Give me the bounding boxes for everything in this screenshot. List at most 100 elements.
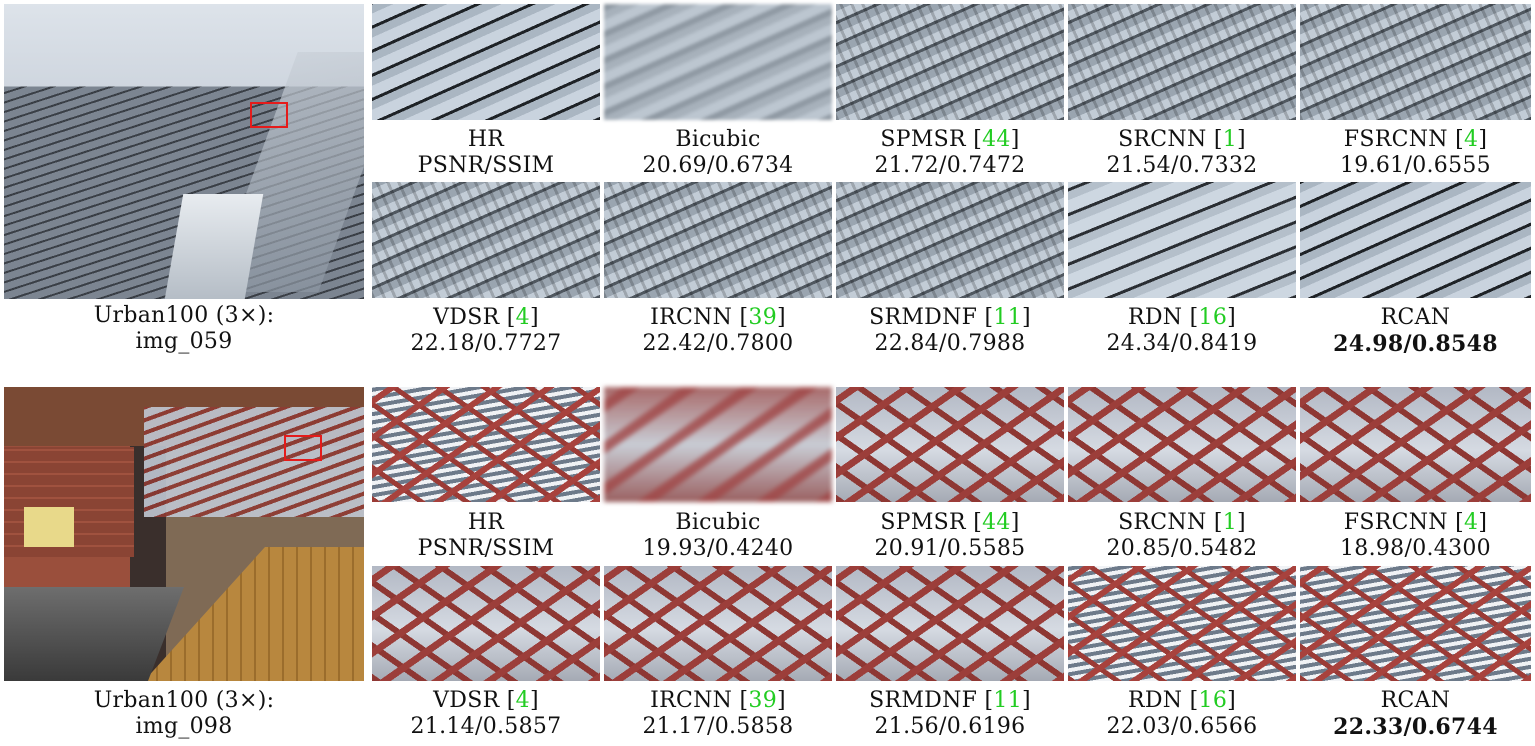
metric-value: PSNR/SSIM: [417, 536, 555, 561]
metric-value: 22.84/0.7988: [874, 331, 1026, 356]
caption-srcnn: SRCNN [1] 21.54/0.7332: [1068, 127, 1296, 179]
overview-caption-line2: img_059: [135, 329, 233, 354]
metric-value-best: 22.33/0.6744: [1333, 714, 1498, 740]
patch-rcan: [1300, 566, 1531, 681]
metric-value: 22.42/0.7800: [642, 331, 794, 356]
citation-link[interactable]: 39: [748, 688, 777, 713]
overview-caption: Urban100 (3×): img_098: [4, 688, 364, 740]
caption-vdsr: VDSR [4] 21.14/0.5857: [372, 688, 600, 740]
patch-hr: [372, 4, 600, 120]
caption-srmdnf: SRMDNF [11] 22.84/0.7988: [836, 305, 1064, 357]
metric-value: 21.17/0.5858: [642, 714, 794, 739]
method-name: Bicubic: [675, 510, 761, 535]
patch-vdsr: [372, 566, 600, 681]
metric-value: 22.03/0.6566: [1106, 714, 1258, 739]
method-name: IRCNN: [650, 305, 733, 330]
patch-rcan: [1300, 182, 1531, 298]
method-name: RCAN: [1380, 305, 1451, 330]
method-name: SPMSR: [880, 510, 966, 535]
patch-vdsr: [372, 182, 600, 298]
method-name: HR: [467, 127, 505, 152]
method-name: VDSR: [433, 305, 500, 330]
metric-value: 24.34/0.8419: [1106, 331, 1258, 356]
citation-link[interactable]: 16: [1198, 688, 1228, 713]
crop-region-marker: [284, 435, 322, 461]
metric-value: PSNR/SSIM: [417, 153, 555, 178]
method-name: SRMDNF: [869, 688, 978, 713]
citation-link[interactable]: 11: [993, 688, 1023, 713]
caption-rcan: RCAN 24.98/0.8548: [1300, 305, 1531, 357]
patch-fsrcnn: [1300, 387, 1531, 502]
citation-link[interactable]: 4: [1464, 510, 1479, 535]
method-name: IRCNN: [650, 688, 733, 713]
patch-ircnn: [604, 566, 832, 681]
citation-link[interactable]: 1: [1222, 127, 1238, 152]
patch-fsrcnn: [1300, 4, 1531, 120]
method-name: VDSR: [433, 688, 500, 713]
metric-value: 20.91/0.5585: [874, 536, 1026, 561]
caption-bicubic: Bicubic 19.93/0.4240: [604, 510, 832, 562]
citation-link[interactable]: 11: [993, 305, 1023, 330]
caption-rdn: RDN [16] 24.34/0.8419: [1068, 305, 1296, 357]
metric-value: 18.98/0.4300: [1340, 536, 1491, 561]
metric-value: 21.54/0.7332: [1106, 153, 1258, 178]
caption-hr: HR PSNR/SSIM: [372, 127, 600, 179]
citation-link[interactable]: 4: [515, 305, 530, 330]
caption-bicubic: Bicubic 20.69/0.6734: [604, 127, 832, 179]
caption-spmsr: SPMSR [44] 21.72/0.7472: [836, 127, 1064, 179]
caption-fsrcnn: FSRCNN [4] 18.98/0.4300: [1300, 510, 1531, 562]
patch-hr: [372, 387, 600, 502]
method-name: RCAN: [1380, 688, 1451, 713]
metric-value: 22.18/0.7727: [410, 331, 562, 356]
method-name: FSRCNN: [1343, 510, 1448, 535]
method-name: RDN: [1127, 305, 1183, 330]
metric-value-best: 24.98/0.8548: [1333, 331, 1498, 357]
citation-link[interactable]: 16: [1198, 305, 1228, 330]
patch-bicubic: [604, 387, 832, 502]
caption-hr: HR PSNR/SSIM: [372, 510, 600, 562]
overview-caption-line2: img_098: [135, 714, 233, 739]
method-name: SRCNN: [1118, 127, 1207, 152]
method-name: SRCNN: [1118, 510, 1207, 535]
patch-bicubic: [604, 4, 832, 120]
citation-link[interactable]: 44: [982, 127, 1011, 152]
patch-spmsr: [836, 4, 1064, 120]
caption-rdn: RDN [16] 22.03/0.6566: [1068, 688, 1296, 740]
patch-srcnn: [1068, 4, 1296, 120]
crop-region-marker: [250, 102, 288, 128]
citation-link[interactable]: 1: [1222, 510, 1238, 535]
method-name: FSRCNN: [1343, 127, 1448, 152]
method-name: HR: [467, 510, 505, 535]
patch-rdn: [1068, 182, 1296, 298]
metric-value: 20.69/0.6734: [642, 153, 794, 178]
caption-ircnn: IRCNN [39] 21.17/0.5858: [604, 688, 832, 740]
patch-srmdnf: [836, 566, 1064, 681]
method-name: RDN: [1127, 688, 1183, 713]
overview-caption: Urban100 (3×): img_059: [4, 303, 364, 355]
metric-value: 20.85/0.5482: [1106, 536, 1258, 561]
patch-ircnn: [604, 182, 832, 298]
caption-vdsr: VDSR [4] 22.18/0.7727: [372, 305, 600, 357]
caption-srmdnf: SRMDNF [11] 21.56/0.6196: [836, 688, 1064, 740]
caption-spmsr: SPMSR [44] 20.91/0.5585: [836, 510, 1064, 562]
patch-srcnn: [1068, 387, 1296, 502]
overview-caption-line1: Urban100 (3×):: [93, 303, 275, 328]
patch-rdn: [1068, 566, 1296, 681]
overview-caption-line1: Urban100 (3×):: [93, 688, 275, 713]
metric-value: 19.61/0.6555: [1340, 153, 1491, 178]
method-name: SPMSR: [880, 127, 966, 152]
citation-link[interactable]: 4: [515, 688, 530, 713]
citation-link[interactable]: 4: [1464, 127, 1479, 152]
caption-fsrcnn: FSRCNN [4] 19.61/0.6555: [1300, 127, 1531, 179]
caption-rcan: RCAN 22.33/0.6744: [1300, 688, 1531, 740]
caption-srcnn: SRCNN [1] 20.85/0.5482: [1068, 510, 1296, 562]
caption-ircnn: IRCNN [39] 22.42/0.7800: [604, 305, 832, 357]
metric-value: 21.56/0.6196: [874, 714, 1026, 739]
metric-value: 21.14/0.5857: [410, 714, 562, 739]
citation-link[interactable]: 39: [748, 305, 777, 330]
overview-image-img098: [4, 387, 364, 681]
patch-srmdnf: [836, 182, 1064, 298]
patch-spmsr: [836, 387, 1064, 502]
metric-value: 19.93/0.4240: [642, 536, 794, 561]
citation-link[interactable]: 44: [982, 510, 1011, 535]
